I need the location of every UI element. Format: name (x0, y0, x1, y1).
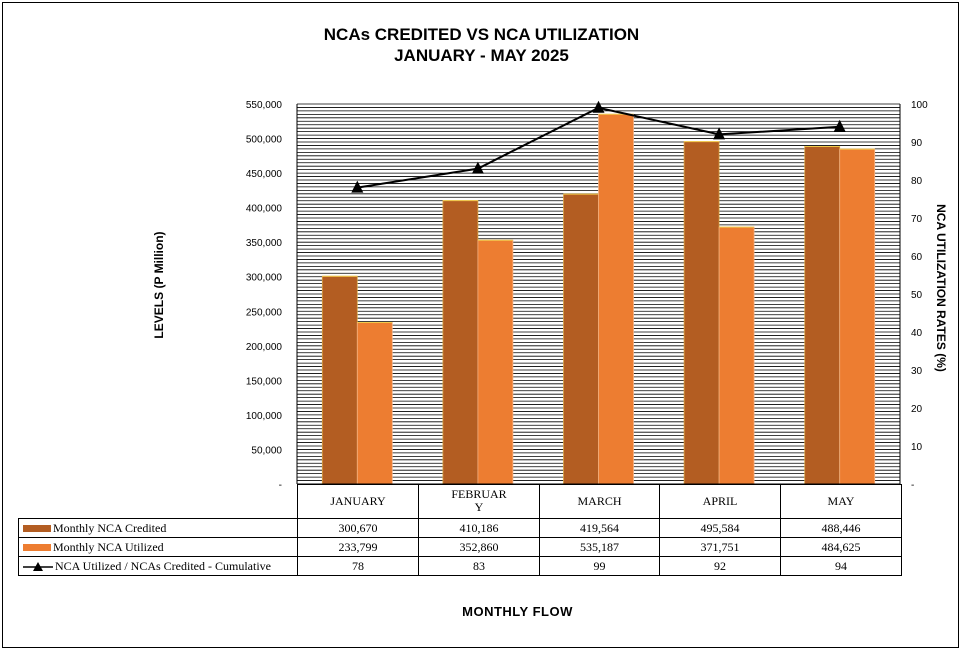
table-cell: 94 (780, 556, 902, 576)
bar-utilized (598, 113, 634, 485)
legend-swatch-utilized (23, 544, 51, 552)
legend-entry-utilized: Monthly NCA Utilized (18, 537, 298, 557)
y2-tick-label: 20 (911, 404, 923, 415)
bar-credited (563, 193, 599, 485)
y-tick-label: 300,000 (246, 273, 283, 284)
legend-entry-rate: NCA Utilized / NCAs Credited - Cumulativ… (18, 556, 298, 576)
y2-tick-label: 100 (911, 100, 928, 111)
line-marker-triangle (471, 161, 484, 174)
table-cell: 484,625 (780, 537, 902, 557)
chart-title-line1: NCAs CREDITED VS NCA UTILIZATION (323, 25, 640, 44)
y-tick-label: 100,000 (246, 411, 283, 422)
category-label: APRIL (702, 494, 738, 508)
category-label: JANUARY (330, 494, 386, 508)
y2-tick-label: 10 (911, 442, 923, 453)
table-cell: 99 (539, 556, 660, 576)
bar-utilized (356, 322, 393, 485)
bar-utilized (477, 239, 514, 485)
y2-tick-label: 90 (911, 138, 923, 149)
table-cell: 419,564 (539, 518, 660, 538)
legend-swatch-rate (23, 561, 53, 571)
category-label: FEBRUARY (451, 487, 507, 514)
y2-tick-label: 60 (911, 252, 923, 263)
y2-tick-label: 30 (911, 366, 923, 377)
y-tick-label: 450,000 (246, 169, 283, 180)
category-cell: MARCH (539, 484, 660, 519)
y2-tick-label: 50 (911, 290, 923, 301)
y2-tick-label: 80 (911, 176, 923, 187)
y2-tick-label: 40 (911, 328, 923, 339)
y-tick-label: 200,000 (246, 342, 283, 353)
table-cell: 78 (297, 556, 419, 576)
bar-credited (321, 275, 358, 485)
table-cell: 83 (418, 556, 540, 576)
category-cell: MAY (780, 484, 902, 519)
table-row: Monthly NCA Credited 300,670 410,186 419… (18, 518, 902, 538)
table-cell: 488,446 (780, 518, 902, 538)
bar-credited (683, 141, 720, 485)
category-row: JANUARY FEBRUARY MARCH APRIL MAY (18, 484, 902, 519)
y-axis-title: LEVELS (P Million) (152, 231, 166, 338)
y-tick-label: 400,000 (246, 204, 283, 215)
legend-label: Monthly NCA Credited (53, 520, 167, 535)
table-corner (18, 484, 298, 519)
bar-credited (442, 200, 479, 485)
data-table: JANUARY FEBRUARY MARCH APRIL MAY Monthly… (18, 484, 902, 576)
table-row: NCA Utilized / NCAs Credited - Cumulativ… (18, 556, 902, 576)
line-marker-triangle (833, 119, 846, 132)
legend-entry-credited: Monthly NCA Credited (18, 518, 298, 538)
table-row: Monthly NCA Utilized 233,799 352,860 535… (18, 537, 902, 557)
y-tick-label: 500,000 (246, 135, 283, 146)
table-cell: 495,584 (659, 518, 781, 538)
x-axis-title: MONTHLY FLOW (462, 604, 573, 619)
category-cell: JANUARY (297, 484, 419, 519)
category-cell: APRIL (659, 484, 781, 519)
table-cell: 92 (659, 556, 781, 576)
y2-tick-label: - (911, 480, 914, 491)
bar-utilized (718, 226, 755, 485)
table-cell: 233,799 (297, 537, 419, 557)
bar-credited (804, 146, 841, 485)
y2-axis-title: NCA UTILIZATION RATES (%) (934, 204, 948, 372)
legend-label: NCA Utilized / NCAs Credited - Cumulativ… (55, 558, 271, 573)
table-cell: 300,670 (297, 518, 419, 538)
y-tick-label: 550,000 (246, 100, 283, 111)
table-cell: 352,860 (418, 537, 540, 557)
legend-swatch-credited (23, 525, 51, 533)
bar-utilized (839, 148, 876, 485)
y-tick-label: 250,000 (246, 307, 283, 318)
y-tick-label: 150,000 (246, 376, 283, 387)
y-tick-label: 50,000 (251, 445, 282, 456)
y-tick-label: 350,000 (246, 238, 283, 249)
table-cell: 410,186 (418, 518, 540, 538)
line-marker-triangle (351, 180, 364, 193)
category-label: MAY (827, 494, 855, 508)
table-cell: 371,751 (659, 537, 781, 557)
y2-tick-label: 70 (911, 214, 923, 225)
legend-label: Monthly NCA Utilized (53, 539, 164, 554)
line-marker-triangle (592, 100, 605, 113)
chart-title-line2: JANUARY - MAY 2025 (394, 46, 569, 65)
line-marker-triangle (713, 127, 726, 140)
table-cell: 535,187 (539, 537, 660, 557)
category-cell: FEBRUARY (418, 484, 540, 519)
category-label: MARCH (577, 494, 622, 508)
